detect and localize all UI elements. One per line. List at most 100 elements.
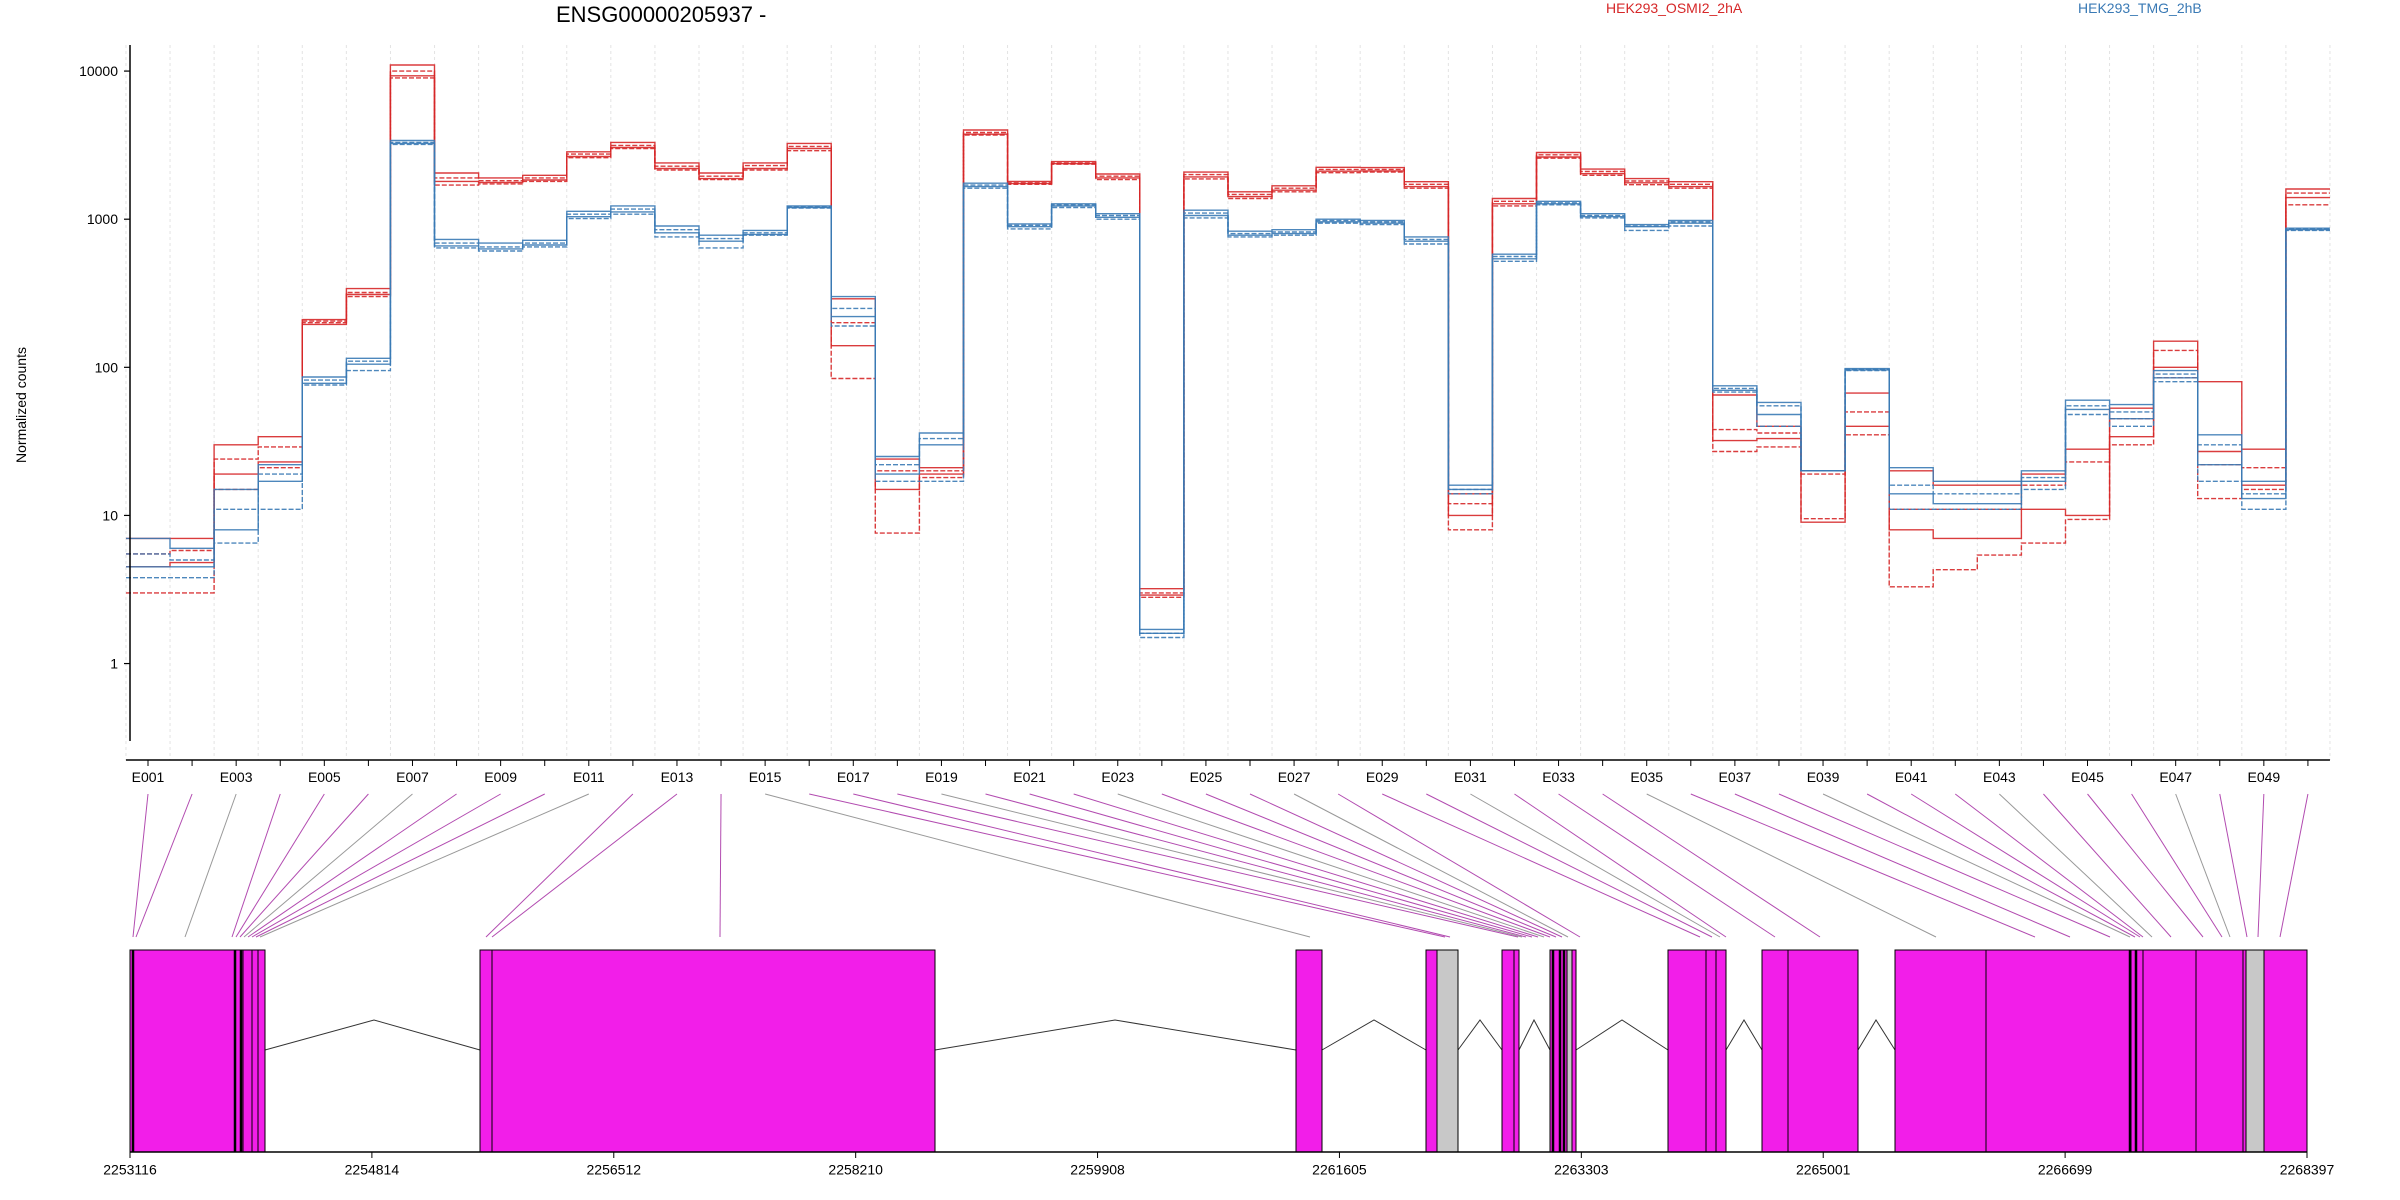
exon-connector [1734, 793, 2071, 938]
exon-connector [1558, 793, 1776, 938]
exon-connector [1249, 793, 1563, 938]
y-tick-label: 10000 [79, 63, 118, 79]
exon-connector [1161, 793, 1551, 938]
exon-connector [1866, 793, 2136, 938]
exon-block [2195, 949, 2244, 1153]
exon-connector [764, 793, 1311, 938]
exon-block [1894, 949, 1987, 1153]
series-line [126, 70, 2330, 594]
gene-model [129, 949, 2308, 1153]
intron-line [1457, 1019, 1503, 1051]
exon-connector [1822, 793, 2131, 938]
exon-block [1436, 949, 1459, 1153]
exon-connector [2279, 793, 2309, 938]
exon-connector [1073, 793, 1539, 938]
exon-block [1715, 949, 1727, 1153]
exon-block [1549, 949, 1561, 1153]
exon-connector [1029, 793, 1533, 938]
x-tick-label: E023 [1101, 769, 1134, 785]
exon-block [2263, 949, 2308, 1153]
x-tick-label: E003 [220, 769, 253, 785]
exon-connector [1514, 793, 1727, 938]
intron-line [1857, 1019, 1896, 1051]
x-tick-label: E047 [2159, 769, 2192, 785]
intron-line [1575, 1019, 1669, 1051]
exon-block [1425, 949, 1438, 1153]
exon-connector [1382, 793, 1701, 938]
legend-entry-tmg: HEK293_TMG_2hB [2078, 0, 2202, 16]
x-tick-label: E043 [1983, 769, 2016, 785]
coord-tick-label: 2261605 [1312, 1161, 1367, 1177]
exon-connector [184, 793, 237, 938]
exon-block [1705, 949, 1717, 1153]
exon-block [257, 949, 266, 1153]
intron-line [264, 1019, 481, 1051]
x-tick-label: E019 [925, 769, 958, 785]
x-tick-label: E001 [132, 769, 165, 785]
series-line [126, 143, 2330, 639]
exon-connector [941, 793, 1523, 938]
exon-block [1566, 949, 1573, 1153]
exon-block [1571, 949, 1577, 1153]
exon-connector [853, 793, 1451, 938]
exon-connector [132, 793, 149, 938]
exon-connector [231, 793, 281, 938]
x-tick-label: E011 [573, 769, 605, 785]
chart-title: ENSG00000205937 - [556, 2, 767, 27]
exon-connector [1117, 793, 1545, 938]
exon-connector [1602, 793, 1821, 938]
x-tick-label: E035 [1630, 769, 1663, 785]
coord-tick-label: 2259908 [1070, 1161, 1125, 1177]
x-tick-label: E017 [837, 769, 870, 785]
exon-connector [2257, 793, 2265, 938]
coord-tick-label: 2253116 [103, 1161, 157, 1177]
exon-connector [1778, 793, 2111, 938]
x-tick-label: E031 [1454, 769, 1487, 785]
x-tick-label: E025 [1190, 769, 1223, 785]
exon-connector [2131, 793, 2223, 938]
exon-connector [485, 793, 634, 938]
series-line [126, 139, 2330, 631]
exon-connector [809, 793, 1446, 938]
coord-tick-label: 2256512 [587, 1161, 642, 1177]
exon-connector [2175, 793, 2231, 938]
coord-tick-label: 2266699 [2038, 1161, 2093, 1177]
coord-tick-label: 2263303 [1554, 1161, 1609, 1177]
exon-connector [235, 793, 325, 938]
x-tick-label: E009 [484, 769, 517, 785]
exon-connector [251, 793, 501, 938]
exon-connector [1690, 793, 2036, 938]
exon-block [1501, 949, 1515, 1153]
x-axis: E001 E003 E005 E007 E009 E011 E013 E015 E017 E019… [125, 759, 2330, 785]
legend-entry-osmi2: HEK293_OSMI2_2hA [1606, 0, 1743, 16]
exon-connector [243, 793, 413, 938]
y-tick-label: 100 [95, 359, 119, 375]
x-tick-label: E015 [749, 769, 782, 785]
x-tick-label: E045 [2071, 769, 2104, 785]
x-tick-label: E007 [396, 769, 429, 785]
exon-block [129, 949, 236, 1153]
y-tick-label: 1000 [87, 211, 118, 227]
x-tick-label: E029 [1366, 769, 1399, 785]
exon-connector [135, 793, 193, 938]
intron-line [1725, 1019, 1763, 1051]
x-tick-label: E037 [1719, 769, 1752, 785]
exon-block [1513, 949, 1520, 1153]
exon-block [1985, 949, 2132, 1153]
exon-block [242, 949, 253, 1153]
series-lines [126, 64, 2330, 639]
exon-connector [1470, 793, 1721, 938]
coord-tick-label: 2258210 [828, 1161, 883, 1177]
x-tick-label: E041 [1895, 769, 1928, 785]
exon-connector [985, 793, 1527, 938]
exon-gridlines [125, 45, 2331, 760]
intron-line [1321, 1019, 1427, 1051]
y-axis-label: Normalized counts [13, 347, 29, 463]
exon-connector [1293, 793, 1569, 938]
exon-connector [1426, 793, 1713, 938]
exon-block [479, 949, 493, 1153]
exon-connector [1954, 793, 2144, 938]
x-tick-label: E039 [1807, 769, 1840, 785]
genomic-coordinate-axis: 2253116 2254814 2256512 2258210 2259908 22616… [103, 1151, 2334, 1177]
